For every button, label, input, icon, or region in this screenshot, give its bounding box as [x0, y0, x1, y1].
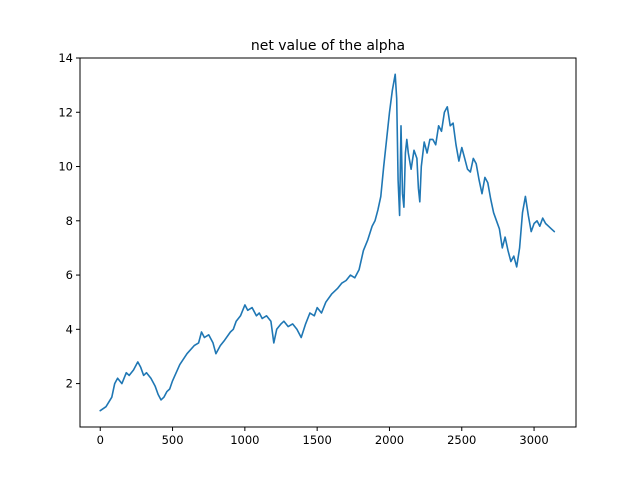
series-line — [99, 73, 556, 412]
x-tick-label: 1500 — [303, 433, 332, 447]
y-tick-label: 8 — [66, 214, 73, 228]
y-tick-label: 6 — [66, 268, 73, 282]
series-layer — [99, 73, 556, 412]
x-axis: 0 500 1000 1500 2000 2500 3000 — [97, 427, 549, 447]
y-axis: 2 4 6 8 10 12 14 — [58, 51, 80, 391]
x-tick-label: 1000 — [230, 433, 259, 447]
x-tick-label: 3000 — [519, 433, 548, 447]
x-tick-label: 500 — [162, 433, 184, 447]
y-tick-label: 4 — [66, 322, 73, 336]
y-tick-label: 12 — [58, 105, 73, 119]
y-tick-label: 10 — [58, 160, 73, 174]
x-tick-label: 2000 — [375, 433, 404, 447]
x-tick-label: 0 — [97, 433, 104, 447]
plot-frame — [79, 57, 577, 428]
chart-title: net value of the alpha — [251, 38, 405, 54]
y-tick-label: 2 — [66, 377, 73, 391]
x-tick-label: 2500 — [447, 433, 476, 447]
y-tick-label: 14 — [58, 51, 73, 65]
